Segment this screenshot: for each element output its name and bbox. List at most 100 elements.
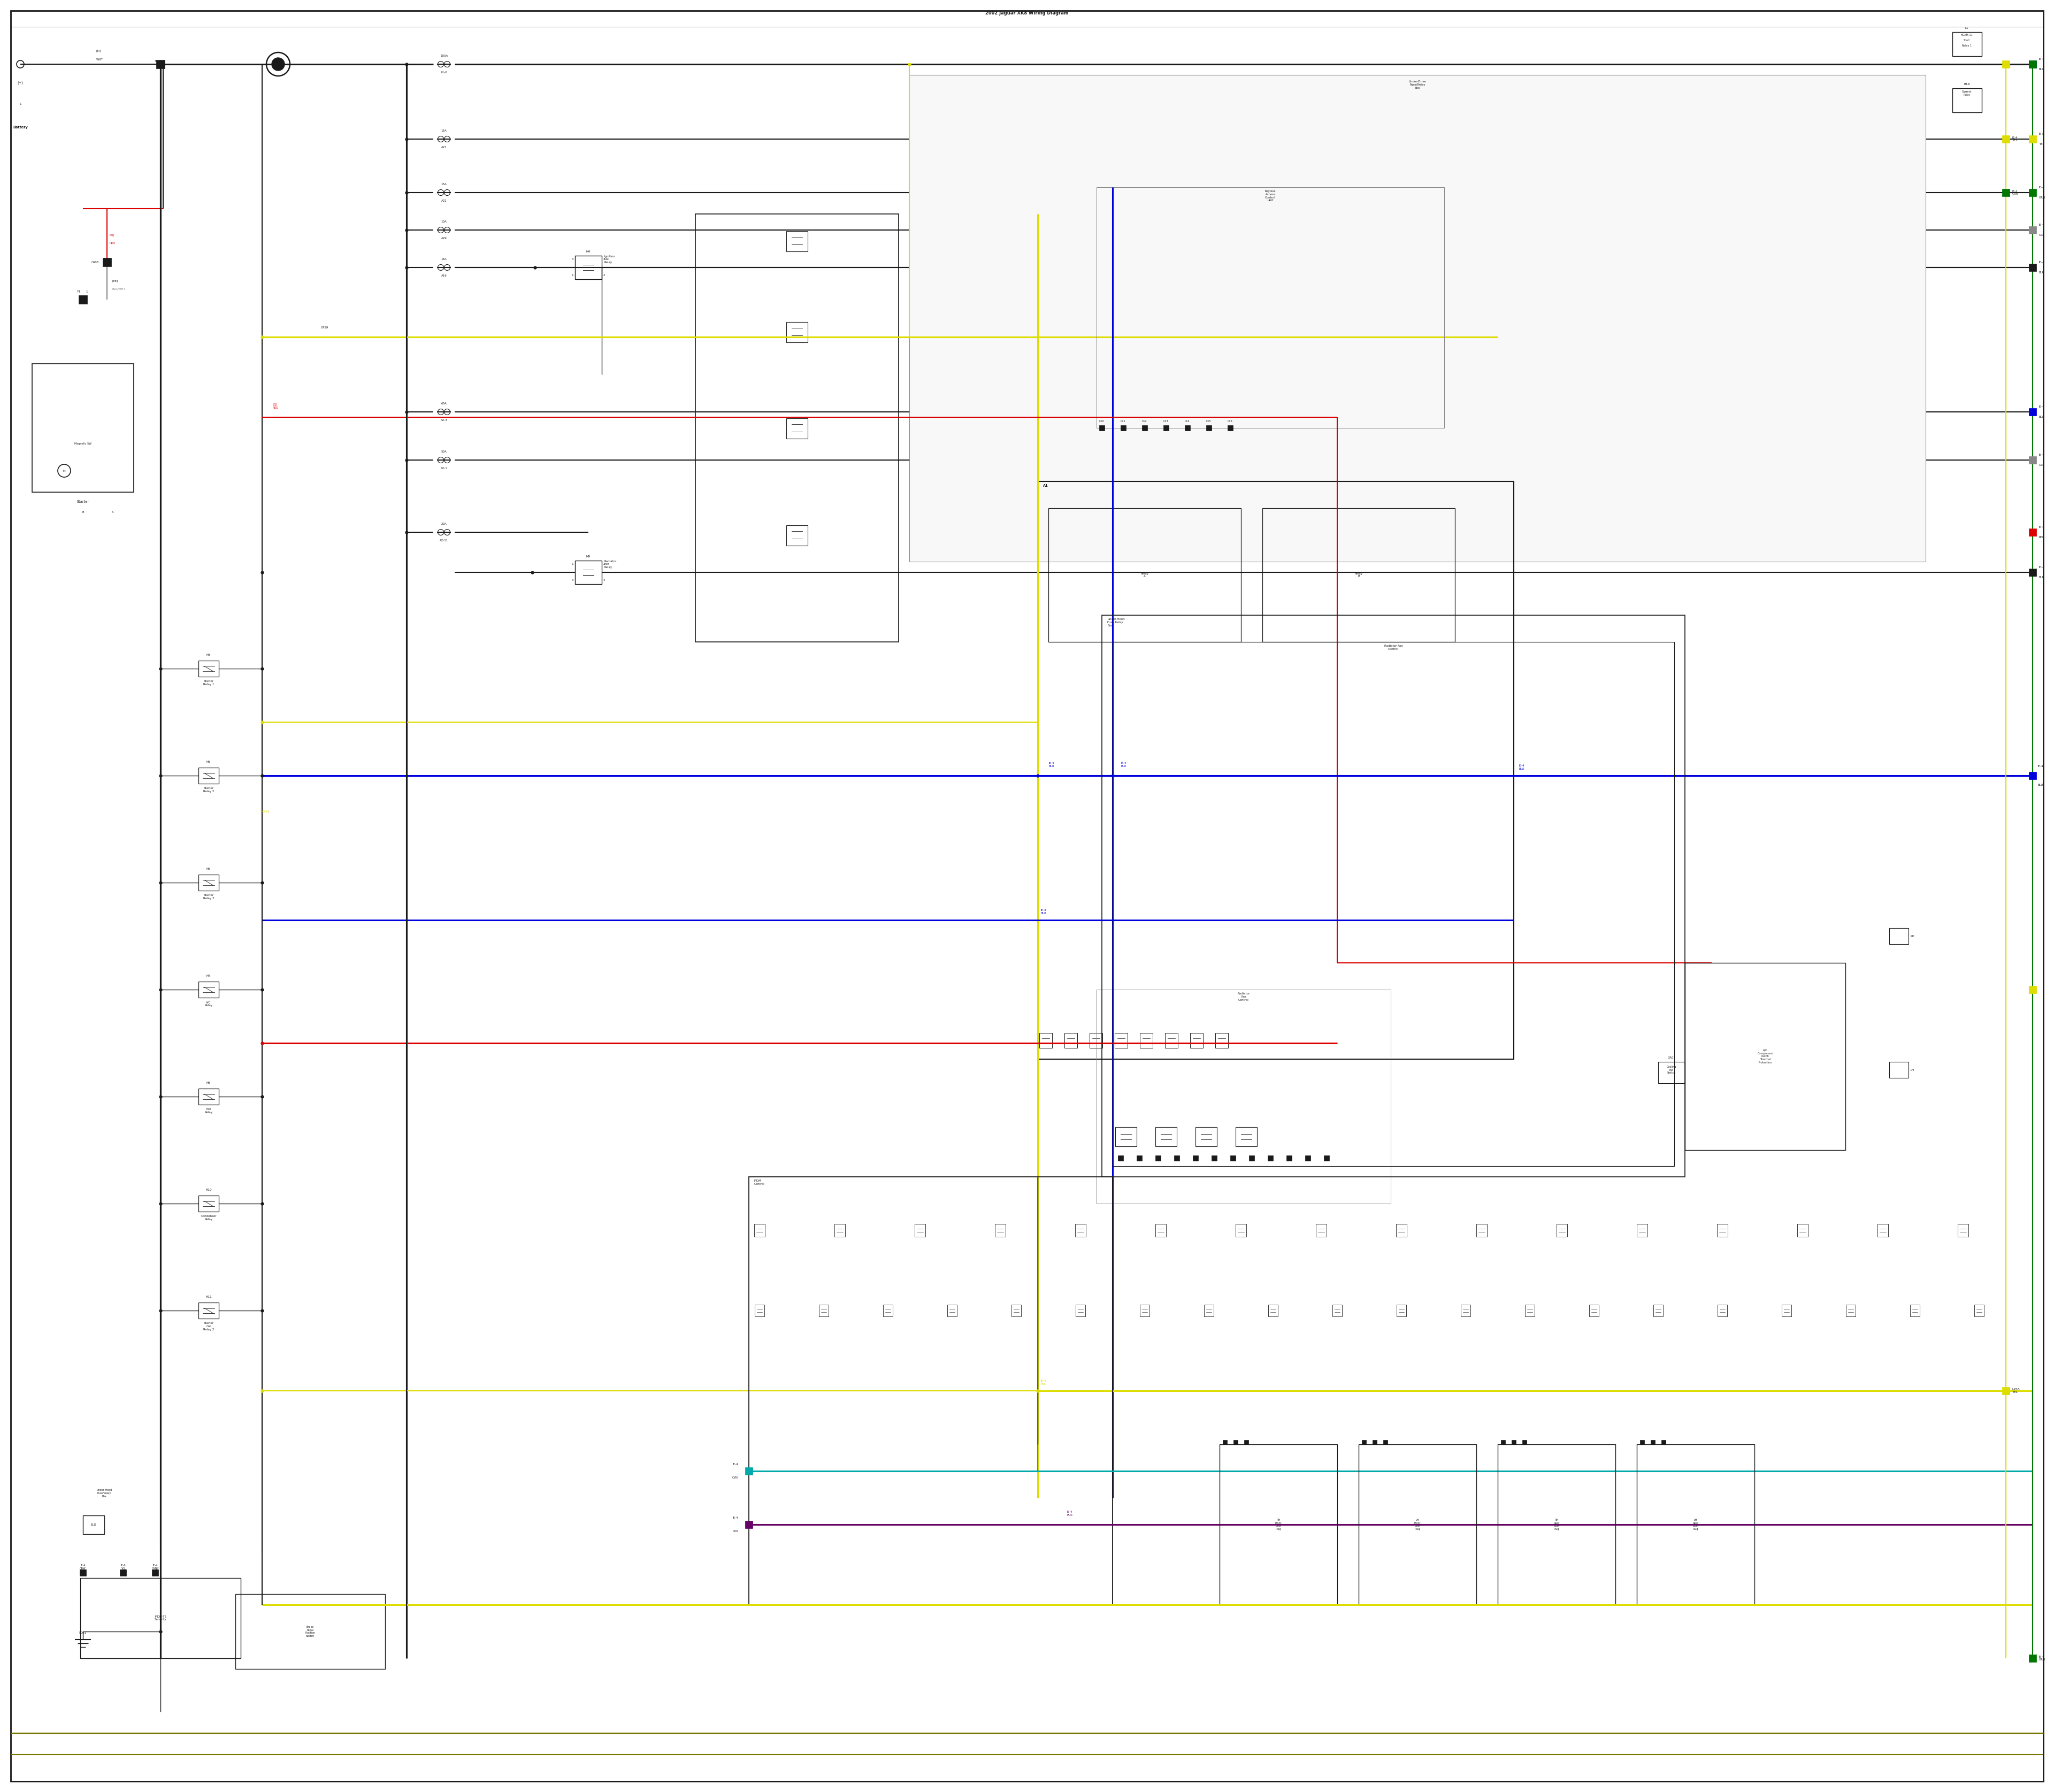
Text: [EI]: [EI] [97, 50, 101, 52]
Bar [33, 364, 134, 493]
Text: IE-4
GRN: IE-4 GRN [2013, 190, 2019, 195]
Bar [199, 1088, 220, 1104]
Bar [199, 1303, 220, 1319]
Bar [2003, 136, 2009, 143]
Text: RH
Rear
Door
Plug: RH Rear Door Plug [1553, 1518, 1559, 1530]
Text: RH: RH [1910, 935, 1914, 937]
Bar [1101, 615, 1684, 1177]
Text: CYN: CYN [733, 1477, 737, 1478]
Text: Battery: Battery [12, 125, 29, 129]
Text: M4: M4 [585, 251, 592, 253]
Text: Relay
B: Relay B [1354, 572, 1362, 579]
Bar [1639, 1441, 1645, 1444]
Bar [78, 296, 86, 305]
Bar [2029, 61, 2036, 68]
Text: LH
Front
Door
Plug: LH Front Door Plug [1413, 1518, 1421, 1530]
Bar [820, 1305, 828, 1317]
Bar [1953, 32, 1982, 56]
Bar [1797, 1224, 1808, 1236]
Bar [1113, 642, 1674, 1167]
Bar [1267, 1305, 1278, 1317]
Bar [2029, 568, 2036, 575]
Circle shape [271, 57, 286, 70]
Text: Condenser
Relay: Condenser Relay [201, 1215, 216, 1220]
Bar [787, 323, 807, 342]
Text: GR07: GR07 [1668, 1057, 1676, 1059]
Text: Under-Hood
Fuse/Relay
Box: Under-Hood Fuse/Relay Box [97, 1489, 113, 1498]
Bar [1074, 1224, 1087, 1236]
Text: IE-4: IE-4 [2040, 525, 2044, 529]
Bar [1039, 1032, 1052, 1048]
Text: M10: M10 [205, 1188, 212, 1192]
Text: GRY: GRY [2040, 233, 2046, 237]
Text: M5: M5 [207, 760, 212, 763]
Bar [1121, 425, 1126, 430]
Bar [1953, 88, 1982, 113]
Bar [152, 1570, 158, 1575]
Bar [1717, 1224, 1727, 1236]
Text: ELD: ELD [90, 1523, 97, 1525]
Bar [1189, 1032, 1204, 1048]
Bar [1136, 1156, 1142, 1161]
Bar [156, 59, 164, 68]
Bar [1163, 425, 1169, 430]
Bar [1974, 1305, 1984, 1317]
Text: IPDM-TE
Security: IPDM-TE Security [154, 1615, 166, 1622]
Bar [1230, 1156, 1237, 1161]
Bar [2003, 1387, 2009, 1394]
Text: IE-4: IE-4 [2040, 405, 2044, 409]
Text: A/C
Relay: A/C Relay [205, 1002, 214, 1007]
Bar [1175, 1156, 1179, 1161]
Bar [1154, 1127, 1177, 1147]
Text: Magnetic SW: Magnetic SW [74, 443, 92, 446]
Bar [1460, 1305, 1471, 1317]
Text: PUR: PUR [733, 1530, 737, 1532]
Text: BLK: BLK [2040, 271, 2044, 274]
Text: A/C
Compressor
Clutch
Thermal
Protection: A/C Compressor Clutch Thermal Protection [1758, 1048, 1773, 1064]
Bar [1557, 1224, 1567, 1236]
Bar [1590, 1305, 1598, 1317]
Text: Ignition
Coil
Relay: Ignition Coil Relay [604, 254, 616, 263]
Text: Keyless
Access
Control
Unit: Keyless Access Control Unit [1265, 190, 1276, 202]
Bar [2029, 529, 2036, 536]
Text: IE-4
BLU: IE-4 BLU [1048, 762, 1054, 767]
Bar [834, 1224, 844, 1236]
Bar [1662, 1441, 1666, 1444]
Text: IE-4: IE-4 [733, 1462, 737, 1466]
Bar [119, 1570, 125, 1575]
Text: C459: C459 [263, 810, 269, 814]
Bar [575, 256, 602, 280]
Text: C11: C11 [1121, 419, 1126, 423]
Bar [1206, 425, 1212, 430]
Text: 60A: 60A [442, 401, 448, 405]
Bar [1142, 425, 1148, 430]
Text: Brake
Pedal
Position
Switch: Brake Pedal Position Switch [306, 1625, 316, 1638]
Text: 16A: 16A [442, 258, 448, 260]
Text: C14: C14 [1185, 419, 1189, 423]
Bar [1064, 1032, 1076, 1048]
Bar [1658, 1063, 1684, 1082]
Bar [80, 1579, 240, 1658]
Text: A2-11: A2-11 [440, 539, 448, 541]
Text: Radiator Fan
Control: Radiator Fan Control [1384, 645, 1403, 650]
Text: M8: M8 [207, 1082, 212, 1084]
Text: M6: M6 [207, 867, 212, 871]
Text: Start: Start [1964, 39, 1970, 41]
Text: C408: C408 [90, 262, 99, 263]
Bar [236, 1595, 386, 1668]
Text: T4: T4 [76, 290, 80, 294]
Bar [1325, 1156, 1329, 1161]
Bar [1512, 1441, 1516, 1444]
Text: Relay
A: Relay A [1140, 572, 1148, 579]
Bar [1263, 509, 1454, 642]
Text: C15: C15 [1206, 419, 1212, 423]
Text: IE-4
PUR: IE-4 PUR [1066, 1511, 1072, 1516]
Bar [1099, 425, 1105, 430]
Bar [754, 1224, 764, 1236]
Text: 15A: 15A [442, 183, 448, 186]
Bar [1165, 1032, 1177, 1048]
Bar [787, 525, 807, 545]
Text: 50A: 50A [442, 450, 448, 453]
Bar [1267, 1156, 1273, 1161]
Bar [754, 1305, 764, 1317]
